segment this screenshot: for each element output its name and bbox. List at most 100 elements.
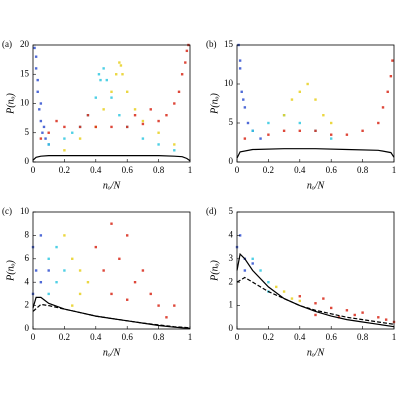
data-point (267, 281, 270, 284)
data-point (165, 114, 168, 117)
data-point (63, 137, 66, 140)
data-point (238, 234, 242, 237)
data-point (63, 234, 66, 237)
y-tick-label: 0 (229, 156, 234, 166)
data-point (173, 143, 176, 146)
x-tick-label: 0.6 (326, 165, 338, 175)
data-point (141, 269, 145, 272)
y-tick-label: 10 (20, 98, 30, 108)
data-point (78, 137, 82, 140)
data-point (141, 119, 145, 123)
data-point (391, 59, 394, 62)
data-point (39, 234, 43, 237)
data-point (133, 281, 137, 284)
data-point (157, 304, 160, 307)
y-tick-label: 6 (25, 253, 30, 263)
data-point (345, 133, 349, 136)
data-point (330, 133, 333, 136)
data-point (63, 149, 66, 152)
data-point (110, 292, 113, 296)
y-tick-label: 0 (229, 323, 234, 333)
data-point (298, 295, 301, 298)
data-point (102, 269, 105, 272)
data-point (377, 316, 380, 319)
data-point (33, 46, 36, 50)
x-tick-label: 0.4 (90, 332, 102, 342)
y-tick-label: 1 (229, 300, 234, 310)
data-point (141, 122, 145, 126)
data-point (34, 269, 38, 272)
y-tick-label: 8 (25, 229, 30, 239)
data-point (251, 257, 254, 260)
x-tick-label: 0 (31, 332, 36, 342)
panel-label: (c) (2, 206, 12, 216)
y-axis-label: P(nₒ) (209, 93, 220, 115)
x-tick-label: 0 (31, 165, 36, 175)
x-axis-label: nₒ/N (103, 180, 122, 191)
data-point (39, 102, 43, 105)
data-point (251, 262, 254, 265)
data-point (126, 90, 129, 93)
curve (236, 252, 395, 328)
data-point (133, 108, 137, 111)
panel-label: (b) (206, 39, 217, 49)
data-point (126, 234, 129, 237)
data-point (119, 64, 123, 67)
data-point (94, 96, 97, 99)
data-point (298, 121, 301, 125)
data-point (118, 61, 121, 64)
x-tick-label: 0.4 (90, 165, 102, 175)
plot-frame (32, 211, 191, 330)
data-point (173, 304, 176, 307)
data-point (246, 121, 250, 125)
data-point (384, 318, 388, 321)
data-point (173, 149, 176, 152)
y-tick-label: 20 (20, 39, 30, 49)
x-tick-label: 0.6 (122, 332, 134, 342)
data-point (94, 245, 97, 249)
data-point (177, 90, 181, 93)
y-tick-label: 15 (20, 68, 30, 78)
data-point (322, 114, 325, 117)
data-point (377, 121, 380, 125)
x-tick-label: 0.6 (122, 165, 134, 175)
y-tick-label: 0 (25, 156, 30, 166)
y-tick-label: 3 (229, 253, 234, 263)
data-point (149, 108, 152, 111)
data-point (102, 67, 105, 70)
x-tick-label: 0.8 (357, 332, 369, 342)
data-point (78, 269, 82, 272)
data-point (126, 298, 129, 301)
plot-frame (32, 44, 191, 163)
data-point (243, 137, 247, 140)
data-point (47, 131, 50, 134)
data-point (71, 257, 74, 260)
y-tick-label: 4 (25, 276, 30, 286)
data-point (243, 106, 247, 109)
data-point (251, 129, 254, 132)
panel-label: (d) (206, 206, 217, 216)
y-tick-label: 5 (229, 117, 234, 127)
data-point (184, 61, 187, 64)
data-point (314, 129, 317, 132)
data-point (389, 75, 393, 78)
data-point (34, 67, 38, 70)
data-point (110, 90, 113, 93)
x-tick-label: 0.4 (294, 332, 306, 342)
data-point (282, 290, 286, 293)
x-tick-label: 0 (235, 332, 240, 342)
data-point (86, 281, 90, 284)
data-point (78, 292, 82, 296)
data-point (259, 137, 262, 140)
data-point (240, 90, 243, 93)
y-tick-label: 15 (224, 39, 234, 49)
x-axis-label: nₒ/N (307, 347, 326, 358)
data-point (71, 304, 74, 307)
curve (32, 296, 191, 329)
data-point (63, 125, 66, 129)
data-point (322, 297, 325, 300)
x-tick-label: 0.6 (326, 332, 338, 342)
x-tick-label: 0.2 (263, 165, 274, 175)
x-tick-label: 1 (392, 165, 397, 175)
